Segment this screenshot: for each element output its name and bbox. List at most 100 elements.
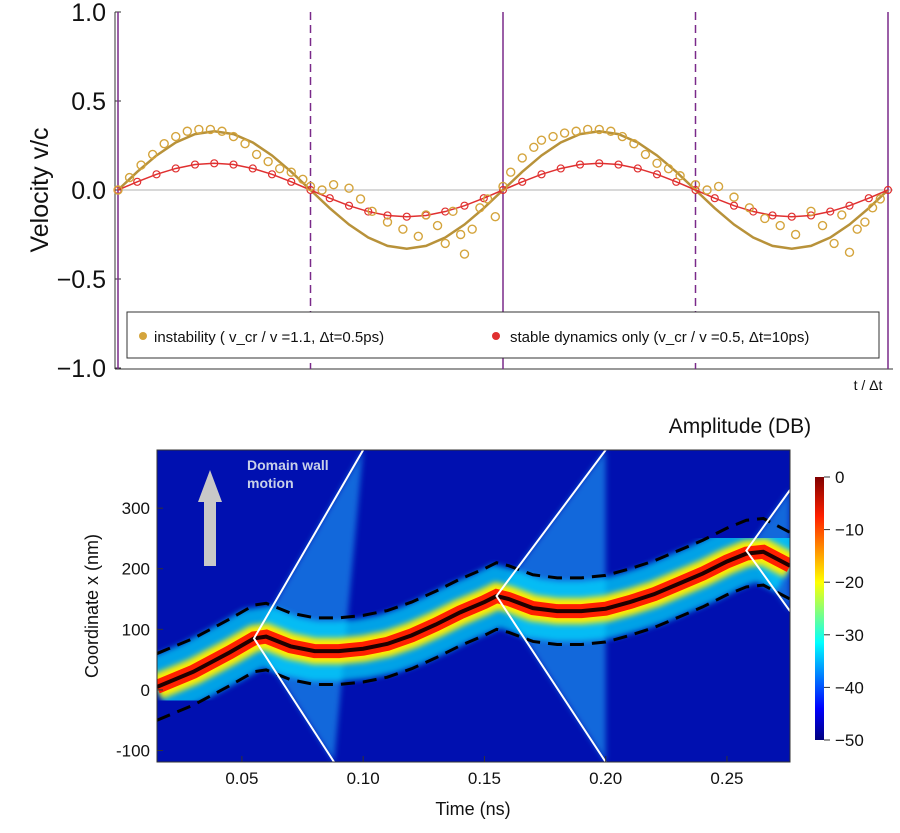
- stable-point: [306, 185, 315, 195]
- domain-wall-arrow-icon: [198, 470, 222, 566]
- stable-point: [287, 177, 296, 186]
- instability-point: [440, 238, 450, 249]
- stable-point: [691, 185, 700, 195]
- stable-point: [710, 194, 719, 203]
- heatmap-title: Amplitude (DB): [669, 415, 811, 438]
- instability-point: [432, 220, 443, 231]
- velocity-series: [113, 124, 893, 259]
- instability-point: [702, 185, 712, 195]
- stable-point: [364, 207, 373, 216]
- stable-point: [537, 170, 546, 179]
- instability-point: [459, 249, 470, 259]
- instability-point: [305, 181, 316, 192]
- velocity-chart: 1.0 0.5 0.0 −0.5 −1.0 instability ( v_cr / v…: [26, 0, 893, 393]
- annotation-domain-wall: Domain wall motion: [247, 457, 329, 491]
- x-tick-label: 0.25: [710, 769, 743, 788]
- instability-point: [744, 203, 755, 213]
- instability-point: [490, 211, 500, 222]
- instability-point: [182, 126, 193, 136]
- instability-point: [806, 206, 816, 217]
- x-tick-label: 0.05: [225, 769, 258, 788]
- envelope-upper: [157, 516, 790, 655]
- instability-point: [548, 131, 558, 142]
- instability-point: [328, 179, 339, 190]
- annotation-line-1: Domain wall: [247, 457, 329, 473]
- stable-point: [518, 177, 527, 186]
- instability-point: [536, 135, 547, 145]
- stable-point: [479, 194, 488, 203]
- colorbar-tick-label: −40: [835, 678, 864, 697]
- instability-point: [136, 160, 146, 170]
- legend-box: [126, 311, 880, 359]
- instability-point: [729, 192, 739, 202]
- instability-point: [251, 149, 262, 160]
- instability-point: [382, 217, 393, 227]
- instability-point: [205, 124, 216, 135]
- stable-point: [190, 160, 200, 169]
- instability-point: [829, 238, 839, 249]
- instability-point: [413, 231, 423, 241]
- stable-point: [575, 160, 585, 169]
- y-axis-label: Velocity v/c: [26, 127, 54, 252]
- x-axis-label: Time (ns): [435, 799, 510, 819]
- instability-point: [298, 174, 308, 185]
- stable-point: [248, 164, 257, 173]
- instability-point: [286, 167, 296, 177]
- stable-point: [402, 212, 411, 221]
- stable-point: [267, 170, 277, 179]
- instability-point: [875, 194, 885, 204]
- instability-point: [482, 194, 493, 204]
- y-tick-label: 200: [122, 560, 150, 579]
- instability-point: [606, 126, 616, 136]
- y-tick-label: 0.0: [71, 177, 106, 205]
- x-tick-label: 0.20: [589, 769, 622, 788]
- instability-point: [263, 156, 273, 167]
- instability-point: [675, 171, 685, 181]
- instability-point: [344, 183, 354, 193]
- legend-label-instability: instability ( v_cr / v =1.1, Δt=0.5ps): [154, 329, 384, 346]
- stable-point: [864, 194, 873, 203]
- instability-point: [529, 142, 539, 152]
- legend-marker-stable: [492, 332, 500, 340]
- colorbar-tick-label: −50: [835, 731, 864, 750]
- colorbar-tick-label: −30: [835, 626, 864, 645]
- instability-point: [559, 128, 570, 138]
- instability-point: [421, 210, 431, 220]
- instability-point: [583, 124, 593, 135]
- stable-point: [614, 160, 623, 169]
- arrow-head: [198, 470, 222, 502]
- arrow-shaft: [204, 500, 216, 566]
- instability-point: [844, 247, 855, 258]
- spin-wave-fan: [254, 450, 364, 762]
- stable-point: [383, 211, 392, 220]
- heatmap-layers: [157, 450, 790, 762]
- instability-point: [147, 149, 158, 160]
- instability-point: [817, 220, 828, 231]
- instability-point: [594, 124, 604, 135]
- reflection-line: [495, 450, 607, 762]
- y-tick-label: −1.0: [57, 355, 106, 383]
- stable-point: [787, 212, 796, 221]
- instability-point: [228, 131, 239, 142]
- y-tick-label: 1.0: [71, 0, 106, 27]
- instability-point: [398, 224, 408, 234]
- instability-point: [498, 181, 508, 192]
- stable-point: [152, 170, 161, 179]
- instability-point: [367, 206, 377, 217]
- stable-point: [344, 201, 354, 210]
- instability-point: [867, 203, 878, 213]
- instability-point: [475, 203, 485, 213]
- y-tick-label: -100: [116, 741, 150, 760]
- reflection-line: [745, 489, 790, 612]
- instability-point: [663, 163, 674, 174]
- stable-point: [325, 194, 334, 203]
- instability-point: [775, 220, 785, 231]
- instability-point: [837, 210, 847, 220]
- instability-point: [571, 126, 581, 136]
- instability-point: [517, 153, 527, 163]
- instability-point: [448, 206, 458, 217]
- instability-point: [455, 229, 466, 240]
- y-tick-label: −0.5: [57, 266, 106, 294]
- instability-point: [317, 185, 327, 195]
- stable-point: [883, 185, 893, 195]
